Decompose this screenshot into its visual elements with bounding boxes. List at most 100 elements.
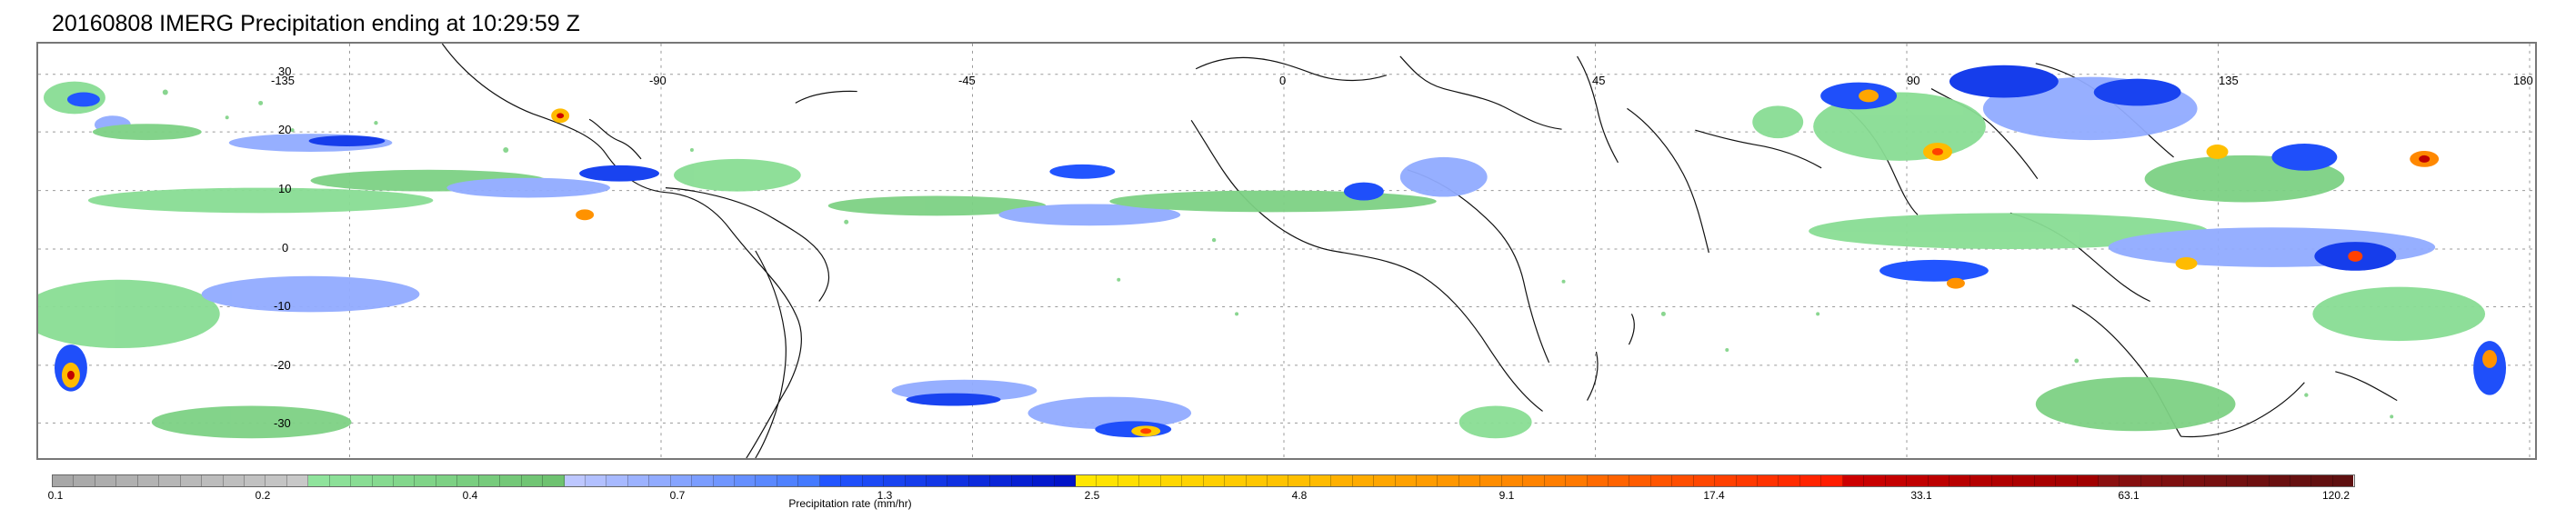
colorbar-segment: [564, 475, 586, 486]
colorbar-segment: [1139, 475, 1161, 486]
colorbar-segment: [1288, 475, 1310, 486]
colorbar-segment: [244, 475, 266, 486]
colorbar-segment: [1076, 475, 1098, 486]
colorbar-segment: [1715, 475, 1737, 486]
colorbar-segment: [2290, 475, 2312, 486]
colorbar-segment: [1501, 475, 1524, 486]
colorbar-segment: [1949, 475, 1971, 486]
colorbar-segment: [1907, 475, 1929, 486]
colorbar-segment: [1650, 475, 1673, 486]
colorbar-tick-33_1: 33.1: [1910, 489, 1932, 502]
longitude-label-90: 90: [1907, 74, 1920, 87]
colorbar-segment: [1758, 475, 1779, 486]
colorbar-segment: [1118, 475, 1140, 486]
latitude-label-neg10: -10: [274, 299, 291, 313]
colorbar-segment: [1991, 475, 2014, 486]
colorbar-segment: [457, 475, 479, 486]
latitude-label-0: 0: [282, 241, 289, 255]
colorbar-segment: [1799, 475, 1822, 486]
colorbar-segment: [777, 475, 799, 486]
colorbar-segment: [1693, 475, 1716, 486]
longitude-label-neg45: -45: [958, 74, 976, 87]
colorbar-segment: [2226, 475, 2249, 486]
colorbar-segment: [521, 475, 544, 486]
colorbar-segment: [1566, 475, 1588, 486]
colorbar-segment: [1225, 475, 1247, 486]
map-canvas: [38, 44, 2535, 458]
colorbar-segment: [990, 475, 1012, 486]
colorbar-segment: [2140, 475, 2163, 486]
colorbar-segment: [1054, 475, 1076, 486]
colorbar-segment: [223, 475, 245, 486]
colorbar-segment: [308, 475, 330, 486]
colorbar-tick-0_4: 0.4: [462, 489, 478, 502]
colorbar-segment: [1842, 475, 1865, 486]
latitude-label-neg30: -30: [274, 416, 291, 430]
colorbar-segment: [2034, 475, 2057, 486]
colorbar-segment: [202, 475, 224, 486]
colorbar-segment: [1523, 475, 1545, 486]
colorbar-segment: [2311, 475, 2333, 486]
latitude-label-20: 20: [278, 123, 292, 136]
colorbar-segment: [862, 475, 885, 486]
colorbar-segment: [159, 475, 181, 486]
colorbar-segment: [627, 475, 650, 486]
colorbar-segment: [585, 475, 607, 486]
map-title: 20160808 IMERG Precipitation ending at 1…: [52, 11, 580, 36]
colorbar-segment: [351, 475, 373, 486]
colorbar-segment: [543, 475, 565, 486]
colorbar-tick-9_1: 9.1: [1498, 489, 1515, 502]
colorbar-title: Precipitation rate (mm/hr): [788, 497, 912, 510]
colorbar-segment: [1160, 475, 1183, 486]
colorbar-segment: [649, 475, 671, 486]
colorbar-segment: [1182, 475, 1204, 486]
colorbar-segment: [1608, 475, 1630, 486]
colorbar-segment: [2269, 475, 2290, 486]
colorbar-segment: [968, 475, 991, 486]
colorbar-segment: [1672, 475, 1694, 486]
precip-speckles: [162, 89, 2394, 419]
colorbar-segment: [1033, 475, 1055, 486]
colorbar-segment: [735, 475, 757, 486]
longitude-label-45: 45: [1592, 74, 1606, 87]
colorbar-tick-0_7: 0.7: [669, 489, 686, 502]
colorbar-segment: [1821, 475, 1843, 486]
colorbar-segment: [1097, 475, 1118, 486]
colorbar-segment: [1864, 475, 1886, 486]
colorbar-segment: [1352, 475, 1375, 486]
colorbar-segment: [1458, 475, 1481, 486]
colorbar-tick-1_3: 1.3: [877, 489, 893, 502]
colorbar-segment: [1736, 475, 1758, 486]
colorbar-segment: [2056, 475, 2078, 486]
colorbar-segment: [1438, 475, 1459, 486]
colorbar-segment: [1331, 475, 1353, 486]
colorbar-tick-0_2: 0.2: [255, 489, 271, 502]
colorbar-segment: [329, 475, 352, 486]
colorbar-segment: [798, 475, 820, 486]
colorbar-segment: [692, 475, 714, 486]
colorbar-segment: [1544, 475, 1567, 486]
colorbar-segment: [137, 475, 160, 486]
colorbar-tick-0_1: 0.1: [47, 489, 64, 502]
colorbar-segment: [905, 475, 927, 486]
colorbar-segment: [1779, 475, 1800, 486]
colorbar-segment: [394, 475, 416, 486]
colorbar-segment: [1395, 475, 1417, 486]
colorbar-segment: [1970, 475, 1992, 486]
precip-heavy: [61, 89, 2498, 437]
colorbar-tick-120_2: 120.2: [2321, 489, 2350, 502]
colorbar-segment: [2162, 475, 2184, 486]
colorbar-segment: [1417, 475, 1438, 486]
colorbar-segment: [53, 475, 75, 486]
colorbar-segment: [2077, 475, 2099, 486]
colorbar-segment: [2332, 475, 2354, 486]
colorbar-segment: [95, 475, 117, 486]
colorbar-segment: [415, 475, 436, 486]
colorbar-tick-63_1: 63.1: [2118, 489, 2140, 502]
colorbar-segment: [1267, 475, 1289, 486]
precip-moderate: [54, 65, 2507, 438]
colorbar-segment: [947, 475, 969, 486]
longitude-label-0: 0: [1279, 74, 1287, 87]
colorbar-segment: [841, 475, 863, 486]
colorbar-segment: [606, 475, 628, 486]
